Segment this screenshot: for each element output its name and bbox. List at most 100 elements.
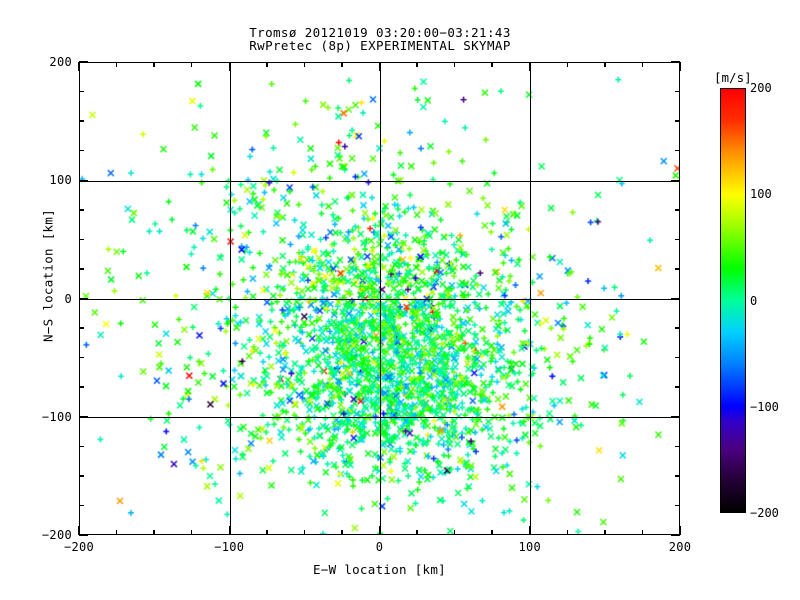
x-tick-label: 0 [375, 540, 384, 554]
y-tick-label: 200 [49, 55, 72, 69]
x-minor-tick [604, 530, 606, 535]
y-minor-tick-right [675, 445, 680, 447]
x-major-tick-top [679, 62, 681, 71]
y-minor-tick-right [675, 504, 680, 507]
x-minor-tick-top [604, 62, 606, 67]
y-minor-tick-right [675, 209, 680, 211]
x-minor-tick-top [153, 62, 155, 67]
x-tick-label: −100 [214, 540, 245, 554]
y-tick-label: −200 [41, 528, 72, 542]
x-minor-tick [303, 530, 306, 535]
x-minor-tick [641, 530, 644, 535]
x-minor-tick-top [341, 62, 343, 67]
x-axis-label: E−W location [km] [312, 562, 447, 577]
colorbar-unit-label: [m/s] [714, 70, 752, 85]
x-major-tick [228, 526, 230, 535]
x-minor-tick-top [303, 62, 306, 67]
y-minor-tick [79, 445, 84, 447]
gridline-vertical [530, 63, 532, 534]
colorbar: −200 −100 0 100 200 [720, 81, 779, 520]
y-major-tick-right [671, 61, 680, 63]
x-major-tick [78, 526, 80, 535]
plot-area [79, 62, 680, 535]
y-minor-tick [79, 327, 84, 329]
chart-title: Tromsø 20121019 03:20:00−03:21:43 RwPret… [0, 26, 760, 52]
y-major-tick-right [671, 297, 680, 300]
gridline-horizontal [80, 180, 679, 182]
x-minor-tick [341, 530, 343, 535]
y-tick-label: 0 [64, 291, 72, 306]
x-minor-tick [153, 530, 155, 535]
y-major-tick-right [671, 416, 680, 418]
colorbar-gradient [720, 88, 746, 513]
x-major-tick-top [378, 62, 381, 71]
scatter-plot-canvas [80, 63, 679, 534]
y-minor-tick [79, 90, 84, 93]
colorbar-tick-label: −100 [750, 399, 779, 414]
gridline-vertical [379, 63, 382, 534]
gridline-horizontal [80, 417, 679, 419]
y-minor-tick-right [675, 120, 680, 122]
x-major-tick-top [529, 62, 531, 71]
x-minor-tick-top [641, 62, 644, 67]
x-major-tick-top [78, 62, 80, 71]
y-minor-tick [79, 356, 84, 359]
x-minor-tick [190, 530, 193, 535]
x-minor-tick-top [566, 62, 568, 67]
y-major-tick [79, 61, 88, 63]
x-minor-tick-top [453, 62, 456, 67]
y-minor-tick [79, 268, 84, 270]
y-tick-label: 100 [49, 173, 72, 188]
y-tick-label: −100 [41, 409, 72, 424]
y-major-tick [79, 179, 88, 181]
y-minor-tick-right [675, 386, 680, 388]
x-minor-tick-top [266, 62, 268, 67]
y-major-tick [79, 534, 88, 536]
y-minor-tick [79, 238, 84, 241]
y-minor-tick-right [675, 238, 680, 241]
y-minor-tick-right [675, 149, 680, 152]
x-major-tick [378, 526, 381, 535]
y-minor-tick [79, 504, 84, 507]
x-tick-label: −200 [63, 540, 95, 554]
y-axis-label: N−S location [km] [40, 208, 56, 343]
y-minor-tick-right [675, 327, 680, 329]
y-minor-tick-right [675, 90, 680, 93]
y-major-tick-right [671, 534, 680, 536]
y-minor-tick [79, 209, 84, 211]
y-minor-tick-right [675, 475, 680, 477]
x-minor-tick-top [115, 62, 118, 67]
x-minor-tick [566, 530, 568, 535]
colorbar-tick-label: −200 [750, 506, 779, 520]
y-major-tick [79, 416, 88, 418]
y-major-tick [79, 297, 88, 300]
x-minor-tick [453, 530, 456, 535]
title-line-primary: Tromsø 20121019 03:20:00−03:21:43 [249, 25, 511, 40]
gridline-vertical [229, 63, 231, 534]
y-minor-tick [79, 149, 84, 152]
y-minor-tick-right [675, 268, 680, 270]
y-minor-tick-right [675, 356, 680, 359]
y-minor-tick [79, 475, 84, 477]
x-minor-tick [266, 530, 268, 535]
x-tick-label: 100 [518, 540, 542, 554]
x-minor-tick-top [190, 62, 193, 67]
x-major-tick [679, 526, 681, 535]
x-tick-label: 200 [668, 540, 692, 554]
x-major-tick-top [228, 62, 230, 71]
colorbar-tick-label: 0 [750, 293, 758, 308]
x-major-tick [529, 526, 531, 535]
title-line-secondary: RwPretec (8p) EXPERIMENTAL SKYMAP [249, 38, 511, 53]
x-minor-tick [491, 530, 493, 535]
colorbar-tick-label: 200 [750, 81, 772, 95]
x-minor-tick-top [491, 62, 493, 67]
x-minor-tick [115, 530, 118, 535]
colorbar-tick-label: 100 [750, 187, 772, 202]
y-minor-tick [79, 120, 84, 122]
x-minor-tick-top [416, 62, 418, 67]
gridline-horizontal [80, 298, 679, 301]
x-minor-tick [416, 530, 418, 535]
y-major-tick-right [671, 179, 680, 181]
y-minor-tick [79, 386, 84, 388]
